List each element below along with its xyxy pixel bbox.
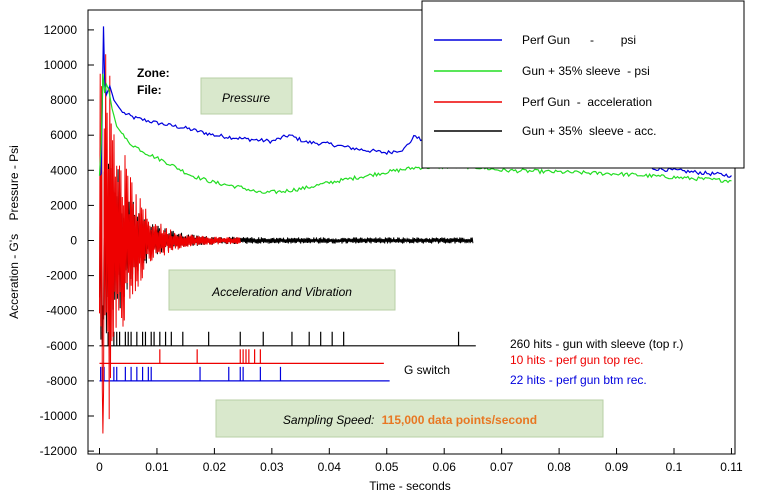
sampling-speed-text: Sampling Speed: 115,000 data points/seco… [283,413,537,427]
x-tick-label: 0.09 [605,460,629,474]
sampling-box [215,399,604,438]
hits-label-black: 260 hits - gun with sleeve (top r.) [510,337,683,351]
y-tick-label: -6000 [46,339,77,353]
file-label: File: [137,83,162,97]
legend-box [421,0,745,169]
legend-label-blue: Perf Gun - psi [522,33,636,47]
y-tick-label: -12000 [40,444,78,458]
hits-label-blue: 22 hits - perf gun btm rec. [510,373,647,387]
legend-label-black: Gun + 35% sleeve - acc. [522,124,656,138]
y-axis-title: Acceration - G's Pressure - Psi [7,145,21,319]
series-line-1 [98,73,732,195]
y-tick-label: 0 [70,234,77,248]
x-tick-label: 0.03 [260,460,284,474]
x-tick-label: 0.05 [375,460,399,474]
pressure-label: Pressure [222,91,270,105]
sampling-value: 115,000 data points/second [382,413,537,427]
x-tick-label: 0.11 [720,460,743,474]
accel-label-box [168,269,396,311]
vibration-trace-1 [99,54,241,434]
x-tick-label: 0.01 [145,460,169,474]
y-tick-label: 8000 [50,93,77,107]
accel-label: Acceleration and Vibration [211,285,352,299]
plot-frame [87,9,736,455]
hits-label-red: 10 hits - perf gun top rec. [510,353,643,367]
legend: Perf Gun - psi Gun + 35% sleeve - psi Pe… [421,0,745,169]
x-tick-label: 0.02 [203,460,227,474]
zone-label: Zone: [137,66,170,80]
y-axis-ticks: 12000 10000 8000 6000 4000 2000 0 -2000 -4000 -60… [40,23,94,458]
legend-label-red: Perf Gun - acceleration [522,95,652,109]
g-switch-label: G switch [404,363,450,377]
pressure-label-box [200,77,293,115]
x-tick-label: 0.08 [547,460,571,474]
y-tick-label: 12000 [44,23,78,37]
vibration-traces [99,54,474,434]
x-tick-label: 0.06 [433,460,457,474]
x-tick-label: 0.1 [666,460,683,474]
y-tick-label: 4000 [50,163,77,177]
y-tick-label: 2000 [50,198,77,212]
y-tick-label: 6000 [50,128,77,142]
y-tick-label: -2000 [46,269,77,283]
y-tick-label: -8000 [46,374,77,388]
y-tick-label: 10000 [44,58,78,72]
legend-label-green: Gun + 35% sleeve - psi [522,64,650,78]
x-tick-label: 0 [96,460,103,474]
y-tick-label: -4000 [46,304,77,318]
x-axis-ticks: 0 0.01 0.02 0.03 0.04 0.05 0.06 0.07 0.08 0.09 0.1… [96,448,743,474]
x-tick-label: 0.07 [490,460,514,474]
x-axis-title: Time - seconds [369,479,451,493]
sampling-label: Sampling Speed: [283,413,374,427]
y-tick-label: -10000 [40,409,78,423]
hit-rows [99,331,476,382]
x-tick-label: 0.04 [318,460,342,474]
